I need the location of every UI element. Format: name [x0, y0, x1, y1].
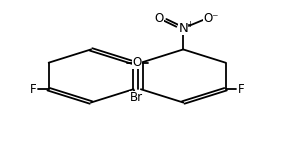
Text: +: +	[186, 20, 193, 29]
Text: F: F	[238, 83, 244, 96]
Text: O: O	[132, 56, 142, 69]
Text: Br: Br	[129, 91, 143, 104]
Text: F: F	[30, 83, 37, 96]
Text: N: N	[178, 22, 188, 35]
Text: O: O	[155, 12, 164, 25]
Text: O⁻: O⁻	[203, 12, 219, 25]
